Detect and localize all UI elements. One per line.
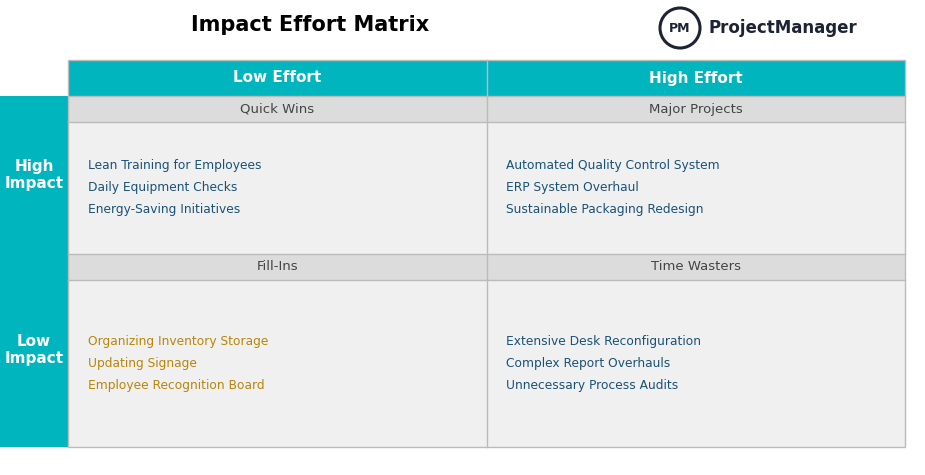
Text: Quick Wins: Quick Wins bbox=[240, 103, 314, 115]
Bar bbox=[68, 254, 487, 279]
Text: Complex Report Overhauls: Complex Report Overhauls bbox=[507, 357, 671, 370]
Bar bbox=[487, 60, 905, 96]
Text: Time Wasters: Time Wasters bbox=[651, 260, 741, 273]
Bar bbox=[487, 254, 905, 279]
Bar bbox=[68, 122, 487, 254]
Text: Updating Signage: Updating Signage bbox=[88, 357, 197, 370]
Text: Sustainable Packaging Redesign: Sustainable Packaging Redesign bbox=[507, 203, 704, 216]
Text: Fill-Ins: Fill-Ins bbox=[256, 260, 298, 273]
Text: Extensive Desk Reconfiguration: Extensive Desk Reconfiguration bbox=[507, 335, 701, 348]
Text: High Effort: High Effort bbox=[649, 70, 743, 86]
Bar bbox=[0, 96, 68, 254]
Text: Impact Effort Matrix: Impact Effort Matrix bbox=[191, 15, 429, 35]
Text: Major Projects: Major Projects bbox=[648, 103, 743, 115]
Bar bbox=[487, 96, 905, 122]
Text: ProjectManager: ProjectManager bbox=[708, 19, 857, 37]
Bar bbox=[68, 96, 487, 122]
Text: Daily Equipment Checks: Daily Equipment Checks bbox=[88, 181, 238, 194]
Text: PM: PM bbox=[670, 21, 691, 35]
Bar bbox=[487, 279, 905, 447]
Bar bbox=[487, 122, 905, 254]
Text: Unnecessary Process Audits: Unnecessary Process Audits bbox=[507, 379, 679, 392]
Bar bbox=[68, 60, 487, 96]
Text: Lean Training for Employees: Lean Training for Employees bbox=[88, 159, 262, 172]
Text: Low Effort: Low Effort bbox=[233, 70, 321, 86]
Text: ERP System Overhaul: ERP System Overhaul bbox=[507, 181, 639, 194]
Bar bbox=[68, 279, 487, 447]
Text: Low
Impact: Low Impact bbox=[5, 334, 64, 366]
Text: High
Impact: High Impact bbox=[5, 159, 64, 191]
Text: Employee Recognition Board: Employee Recognition Board bbox=[88, 379, 265, 392]
Bar bbox=[0, 254, 68, 447]
Bar bbox=[68, 60, 905, 447]
Text: Organizing Inventory Storage: Organizing Inventory Storage bbox=[88, 335, 268, 348]
Text: Energy-Saving Initiatives: Energy-Saving Initiatives bbox=[88, 203, 240, 216]
Text: Automated Quality Control System: Automated Quality Control System bbox=[507, 159, 721, 172]
